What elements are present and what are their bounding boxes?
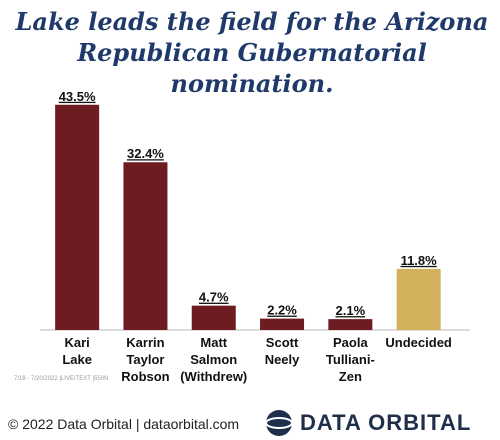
x-tick-label: Paola Tulliani- Zen (325, 335, 375, 384)
x-tick-label: Karrin Taylor Robson (121, 335, 170, 384)
logo-icon (266, 410, 292, 436)
value-label: 2.1% (336, 303, 366, 318)
footnote: 7/18 - 7/20/2022 |LIVE/TEXT |550N (14, 376, 109, 382)
bar (328, 319, 373, 330)
x-tick-label: Scott Neely (264, 335, 300, 367)
bar (396, 268, 441, 330)
x-tick-label: Kari Lake (62, 335, 92, 367)
value-label: 32.4% (127, 146, 164, 161)
logo-text: DATA ORBITAL (300, 410, 472, 435)
credit: © 2022 Data Orbital | dataorbital.com (8, 416, 240, 432)
chart-title: Lake leads the field for the Arizona Rep… (15, 7, 489, 98)
bar (191, 305, 236, 330)
value-label: 11.8% (401, 253, 438, 268)
value-label: 4.7% (199, 290, 229, 305)
bar (55, 104, 100, 331)
value-label: 2.2% (267, 303, 297, 318)
bar (123, 162, 168, 330)
x-tick-label: Undecided (385, 335, 452, 350)
bar (260, 318, 305, 330)
x-tick-label: Matt Salmon (Withdrew) (180, 335, 248, 384)
value-label: 43.5% (59, 89, 96, 104)
logo-orbit (265, 417, 293, 429)
